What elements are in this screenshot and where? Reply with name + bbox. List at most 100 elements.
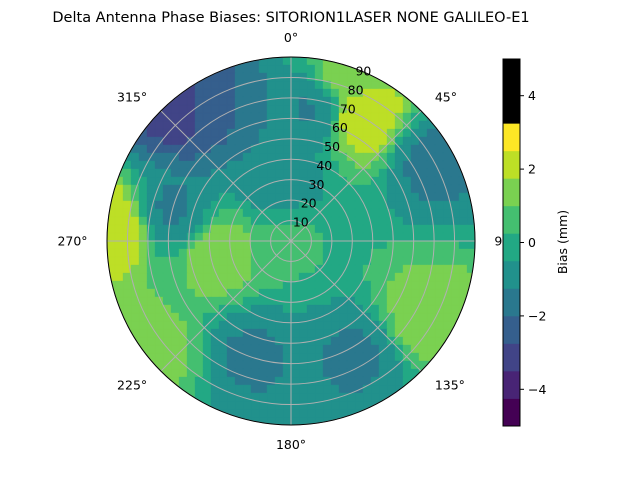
contour-cell	[354, 392, 364, 402]
contour-cell	[434, 288, 444, 298]
colorbar-tick-label: −2	[528, 308, 546, 323]
contour-cell	[370, 104, 380, 114]
contour-cell	[202, 240, 212, 250]
contour-cell	[418, 272, 428, 282]
contour-cell	[346, 160, 356, 170]
contour-cell	[218, 296, 228, 306]
contour-cell	[402, 216, 412, 226]
contour-cell	[122, 184, 132, 194]
contour-cell	[266, 120, 276, 130]
contour-cell	[210, 296, 220, 306]
contour-cell	[386, 296, 396, 306]
contour-cell	[298, 280, 308, 290]
contour-cell	[138, 136, 148, 146]
contour-cell	[322, 360, 332, 370]
contour-cell	[346, 136, 356, 146]
contour-cell	[146, 344, 156, 354]
contour-cell	[202, 192, 212, 202]
contour-cell	[202, 112, 212, 122]
contour-cell	[466, 264, 475, 274]
contour-cell	[226, 192, 236, 202]
contour-cell	[130, 312, 140, 322]
theta-tick-label: 225°	[117, 377, 147, 392]
contour-cell	[298, 144, 308, 154]
contour-cell	[162, 296, 172, 306]
contour-cell	[314, 320, 324, 330]
contour-cell	[194, 384, 204, 394]
contour-cell	[410, 224, 420, 234]
contour-cell	[290, 128, 300, 138]
contour-cell	[434, 192, 444, 202]
contour-cell	[442, 216, 452, 226]
contour-cell	[330, 320, 340, 330]
radial-tick-label: 40	[316, 158, 332, 173]
contour-cell	[386, 176, 396, 186]
contour-cell	[202, 168, 212, 178]
contour-cell	[202, 160, 212, 170]
contour-cell	[426, 360, 436, 370]
contour-cell	[354, 152, 364, 162]
contour-cell	[418, 312, 428, 322]
contour-cell	[162, 168, 172, 178]
contour-cell	[234, 248, 244, 258]
contour-cell	[410, 288, 420, 298]
contour-cell	[418, 120, 428, 130]
contour-cell	[410, 232, 420, 242]
contour-cell	[298, 256, 308, 266]
contour-cell	[394, 216, 404, 226]
contour-cell	[146, 128, 156, 138]
contour-cell	[314, 344, 324, 354]
contour-cell	[154, 304, 164, 314]
contour-cell	[226, 272, 236, 282]
contour-cell	[250, 64, 260, 74]
contour-cell	[250, 152, 260, 162]
contour-cell	[250, 384, 260, 394]
contour-cell	[362, 104, 372, 114]
theta-tick-label: 45°	[435, 90, 457, 105]
contour-cell	[450, 240, 460, 250]
contour-cell	[370, 208, 380, 218]
radial-tick-label: 70	[340, 101, 356, 116]
contour-cell	[370, 184, 380, 194]
contour-cell	[210, 344, 220, 354]
contour-cell	[298, 104, 308, 114]
contour-cell	[154, 272, 164, 282]
contour-cell	[114, 208, 124, 218]
contour-cell	[258, 168, 268, 178]
contour-cell	[138, 224, 148, 234]
colorbar-band	[503, 370, 520, 399]
contour-cell	[186, 208, 196, 218]
contour-cell	[282, 368, 292, 378]
contour-cell	[130, 208, 140, 218]
contour-cell	[418, 248, 428, 258]
contour-cell	[442, 256, 452, 266]
contour-cell	[394, 352, 404, 362]
contour-cell	[378, 248, 388, 258]
contour-cell	[170, 240, 180, 250]
contour-cell	[258, 176, 268, 186]
contour-cell	[410, 152, 420, 162]
contour-cell	[170, 296, 180, 306]
contour-cell	[138, 208, 148, 218]
contour-cell	[162, 152, 172, 162]
contour-cell	[154, 256, 164, 266]
contour-cell	[274, 144, 284, 154]
contour-cell	[138, 280, 148, 290]
contour-cell	[402, 248, 412, 258]
contour-cell	[338, 144, 348, 154]
contour-cell	[314, 128, 324, 138]
contour-cell	[258, 224, 268, 234]
contour-cell	[234, 256, 244, 266]
contour-cell	[402, 304, 412, 314]
colorbar-band	[503, 260, 520, 289]
contour-cell	[450, 200, 460, 210]
contour-cell	[130, 216, 140, 226]
contour-cell	[410, 296, 420, 306]
contour-cell	[138, 144, 148, 154]
contour-cell	[442, 224, 452, 234]
contour-cell	[282, 224, 292, 234]
contour-cell	[258, 360, 268, 370]
contour-cell	[130, 248, 140, 258]
contour-cell	[258, 80, 268, 90]
